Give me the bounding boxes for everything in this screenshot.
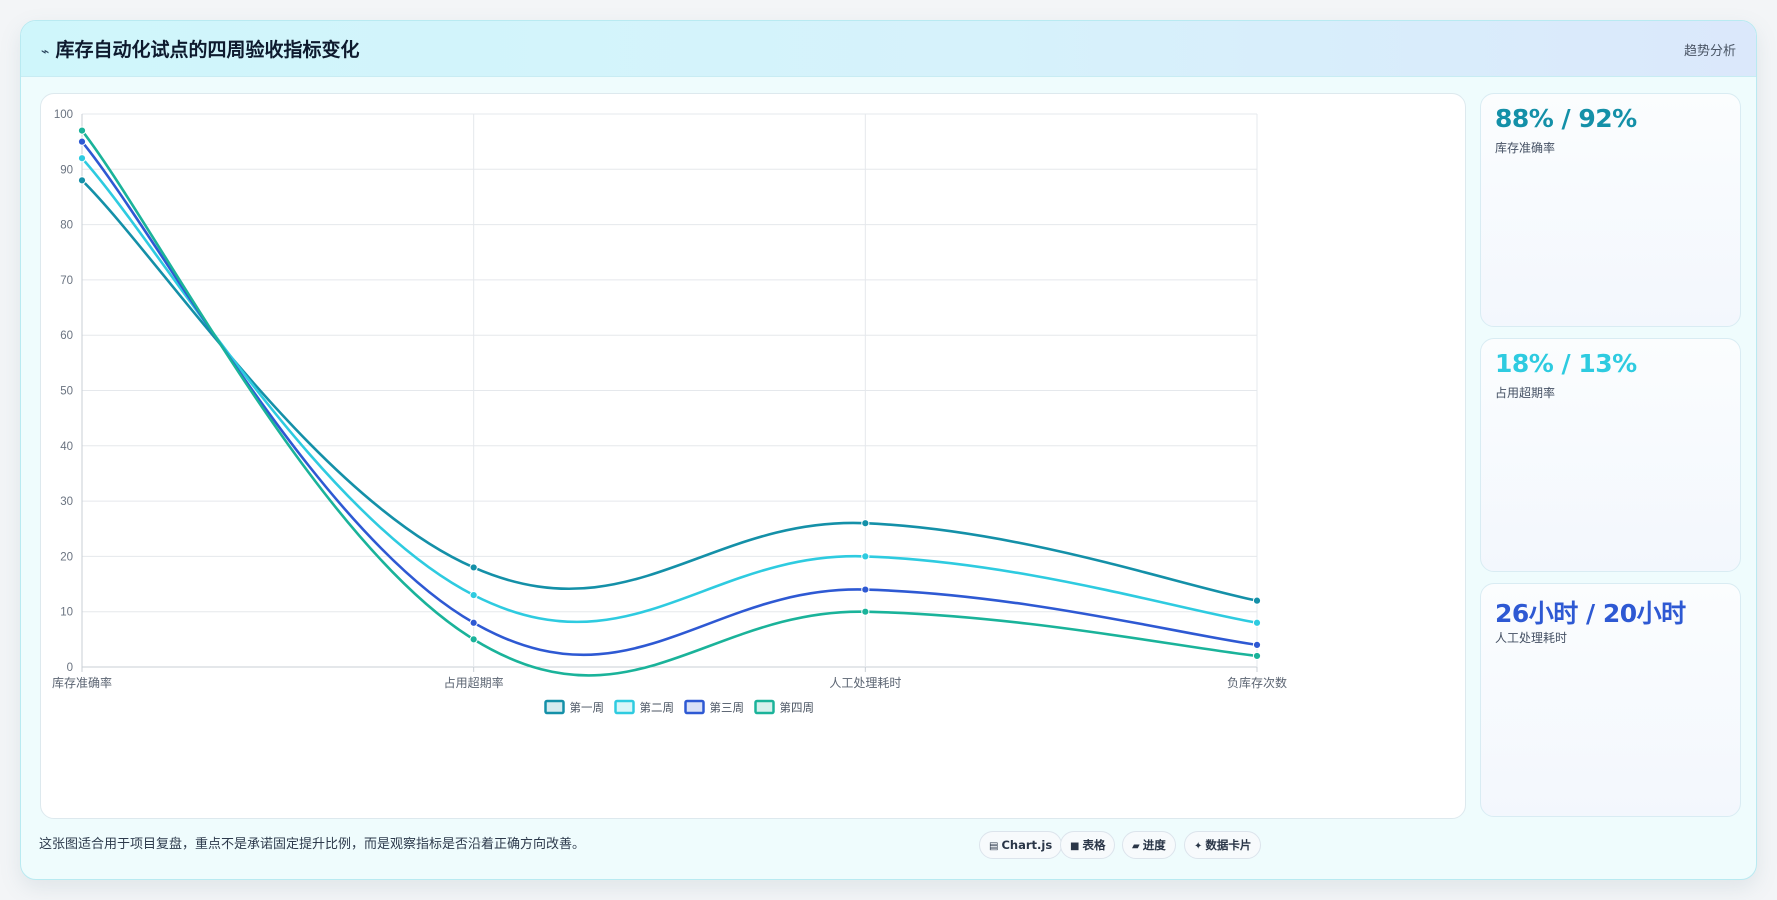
data-point bbox=[861, 552, 870, 561]
legend-label: 第三周 bbox=[710, 701, 745, 715]
table-icon: ■ bbox=[1070, 841, 1080, 852]
y-tick-label: 90 bbox=[60, 164, 73, 176]
chip-label: 表格 bbox=[1082, 838, 1106, 852]
metric-card-overdue: 18% / 13% 占用超期率 bbox=[1480, 338, 1741, 572]
data-point bbox=[1252, 640, 1262, 649]
x-tick-label: 库存准确率 bbox=[52, 675, 112, 690]
data-point bbox=[77, 137, 87, 146]
chip-chartjs[interactable]: ▤ Chart.js bbox=[979, 831, 1063, 859]
y-tick-label: 100 bbox=[54, 109, 73, 121]
chart-icon: ▤ bbox=[989, 841, 999, 852]
chart-panel: 0 10 20 30 40 50 60 70 80 90 100 库存准确率 占用超期率 人工处理耗时 负库… bbox=[40, 93, 1466, 819]
trend-icon: ⌁ bbox=[41, 44, 50, 60]
metric-label: 库存准确率 bbox=[1495, 141, 1556, 155]
y-tick-label: 10 bbox=[60, 607, 73, 619]
metric-label: 占用超期率 bbox=[1495, 386, 1556, 400]
legend-label: 第四周 bbox=[780, 701, 815, 715]
metric-card-handling-time: 26小时 / 20小时 人工处理耗时 bbox=[1480, 583, 1741, 817]
data-point bbox=[77, 126, 87, 135]
y-tick-label: 80 bbox=[60, 220, 73, 232]
dashboard-card: ⌁ 库存自动化试点的四周验收指标变化 趋势分析 0 10 20 30 40 50 60 70 80… bbox=[20, 20, 1757, 880]
legend-swatch bbox=[544, 699, 565, 715]
data-point bbox=[469, 591, 478, 600]
chip-label: Chart.js bbox=[1001, 838, 1053, 852]
y-tick-label: 30 bbox=[60, 496, 73, 508]
metric-label: 人工处理耗时 bbox=[1495, 631, 1568, 645]
page-title-row: ⌁ 库存自动化试点的四周验收指标变化 bbox=[41, 35, 359, 62]
chip-table[interactable]: ■ 表格 bbox=[1060, 831, 1116, 859]
progress-icon: ▰ bbox=[1132, 841, 1140, 852]
legend-swatch bbox=[614, 699, 635, 715]
data-point bbox=[1252, 618, 1262, 627]
y-tick-label: 50 bbox=[60, 386, 73, 398]
data-point bbox=[77, 154, 87, 163]
legend-item: 第三周 bbox=[684, 699, 745, 715]
legend-swatch bbox=[754, 699, 775, 715]
data-point bbox=[1252, 596, 1262, 605]
legend-label: 第二周 bbox=[640, 701, 675, 715]
series-line bbox=[80, 129, 1259, 677]
line-chart: 0 10 20 30 40 50 60 70 80 90 100 库存准确率 占用超期率 人工处理耗时 负库… bbox=[52, 109, 1287, 715]
chip-label: 数据卡片 bbox=[1205, 838, 1252, 852]
metric-card-accuracy: 88% / 92% 库存准确率 bbox=[1480, 93, 1741, 327]
x-tick-label: 负库存次数 bbox=[1227, 675, 1287, 690]
chip-data-card[interactable]: ✦ 数据卡片 bbox=[1184, 831, 1262, 859]
y-tick-label: 60 bbox=[60, 330, 73, 342]
chip-progress[interactable]: ▰ 进度 bbox=[1122, 831, 1176, 859]
x-tick-label: 人工处理耗时 bbox=[829, 676, 901, 690]
data-point bbox=[861, 607, 870, 616]
metric-value: 88% / 92% bbox=[1495, 104, 1637, 133]
data-point bbox=[77, 176, 87, 185]
data-point bbox=[469, 563, 478, 572]
trend-analysis-badge[interactable]: 趋势分析 bbox=[1683, 44, 1736, 59]
data-point bbox=[861, 519, 870, 528]
data-point bbox=[469, 635, 478, 644]
y-tick-label: 0 bbox=[67, 662, 73, 674]
y-tick-label: 40 bbox=[60, 441, 73, 453]
series-2 bbox=[77, 154, 1262, 627]
y-tick-label: 20 bbox=[60, 551, 73, 563]
series-line bbox=[80, 140, 1259, 657]
data-point bbox=[1252, 651, 1262, 661]
legend-swatch bbox=[684, 699, 705, 715]
metric-value: 18% / 13% bbox=[1495, 349, 1637, 378]
series-4 bbox=[77, 126, 1262, 677]
legend-label: 第一周 bbox=[570, 701, 605, 715]
footer-note: 这张图适合用于项目复盘，重点不是承诺固定提升比例，而是观察指标是否沿着正确方向改… bbox=[39, 837, 586, 852]
legend-item: 第二周 bbox=[614, 699, 675, 715]
legend-item: 第一周 bbox=[544, 699, 605, 715]
legend-item: 第四周 bbox=[754, 699, 815, 715]
series-line bbox=[80, 156, 1259, 625]
card-header: ⌁ 库存自动化试点的四周验收指标变化 趋势分析 bbox=[21, 21, 1756, 77]
card-icon: ✦ bbox=[1194, 841, 1203, 852]
grid-lines: 0 10 20 30 40 50 60 70 80 90 100 库存准确率 占用超期率 人工处理耗时 负库… bbox=[52, 109, 1287, 690]
y-tick-label: 70 bbox=[60, 275, 73, 287]
data-point bbox=[861, 585, 870, 594]
chart-legend: 第一周 第二周 第三周 第四周 bbox=[544, 699, 815, 715]
x-tick-label: 占用超期率 bbox=[444, 675, 504, 690]
page-title: 库存自动化试点的四周验收指标变化 bbox=[55, 39, 360, 61]
data-point bbox=[469, 618, 478, 627]
chip-label: 进度 bbox=[1142, 838, 1166, 852]
metric-value: 26小时 / 20小时 bbox=[1495, 599, 1686, 628]
